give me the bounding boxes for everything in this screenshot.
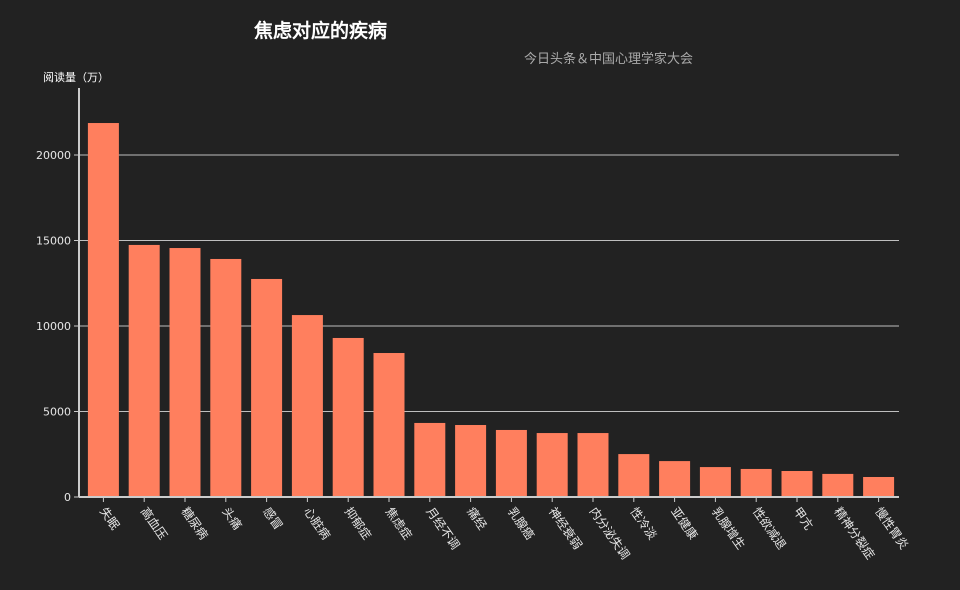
bar: [577, 433, 609, 497]
bar: [781, 471, 813, 497]
bars: [87, 123, 895, 497]
y-tick-label: 0: [64, 491, 71, 504]
bar: [169, 248, 201, 497]
x-tick-label: 头痛: [219, 504, 245, 532]
x-tick-label: 甲亢: [791, 504, 817, 532]
chart-subtitle: 今日头条＆中国心理学家大会: [524, 52, 694, 67]
x-tick-label: 失眠: [97, 504, 123, 532]
bar: [251, 278, 283, 497]
x-tick-label: 精神分裂症: [831, 504, 878, 562]
x-tick-label: 内分泌失调: [587, 504, 634, 562]
x-tick-label: 月经不调: [423, 505, 462, 552]
bar: [863, 476, 895, 497]
x-tick-label: 痛经: [464, 504, 490, 532]
x-tick-label: 慢性胃炎: [872, 505, 911, 552]
bar: [332, 337, 364, 497]
bar: [618, 454, 650, 497]
x-tick-label: 神经衰弱: [546, 504, 586, 552]
x-tick-label: 高血压: [138, 504, 171, 542]
x-tick-label: 焦虑症: [383, 504, 416, 542]
bar: [495, 429, 527, 497]
bar: [87, 123, 119, 497]
chart-title: 焦虑对应的疾病: [254, 20, 388, 42]
x-tick-label: 抑郁症: [342, 504, 375, 542]
bar: [210, 258, 242, 497]
x-tick-label: 亚健康: [668, 504, 701, 542]
x-tick-label: 感冒: [260, 504, 286, 532]
bar: [291, 315, 323, 497]
y-tick-label: 10000: [36, 320, 71, 333]
bar: [536, 433, 568, 497]
x-tick-label: 糖尿病: [179, 504, 212, 542]
bar: [128, 244, 160, 497]
bar: [455, 425, 487, 497]
y-tick-label: 15000: [36, 235, 71, 248]
bar: [414, 422, 446, 497]
y-tick-label: 20000: [36, 149, 71, 162]
x-tick-label: 心脏病: [301, 504, 334, 542]
gridlines: [79, 154, 899, 412]
bar: [699, 467, 731, 497]
bar: [822, 473, 854, 497]
x-tick-label: 乳腺癌: [505, 504, 538, 542]
bar: [373, 353, 405, 497]
x-tick-label: 性欲减退: [750, 505, 789, 552]
bar: [659, 461, 691, 497]
y-axis-label: 阅读量（万）: [43, 71, 109, 84]
y-tick-label: 5000: [43, 406, 71, 419]
x-tick-label: 性冷淡: [627, 505, 659, 543]
bar: [740, 468, 772, 497]
x-tick-label: 乳腺增生: [709, 505, 748, 552]
